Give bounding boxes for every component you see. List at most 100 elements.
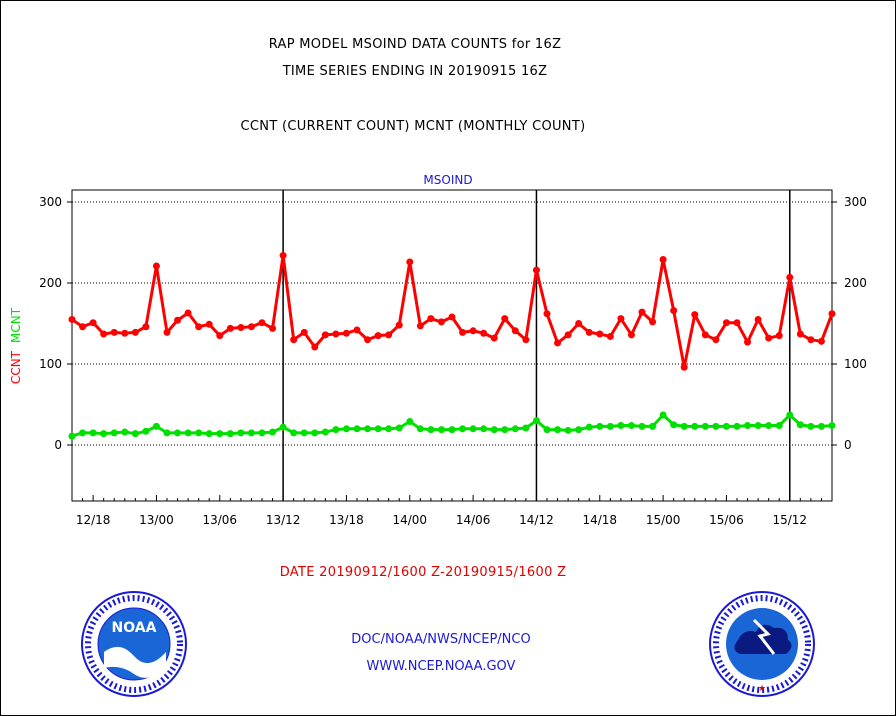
data-point-ccnt [142, 323, 150, 331]
data-point-mcnt [300, 429, 308, 437]
data-point-ccnt [269, 324, 277, 332]
data-point-ccnt [448, 313, 456, 321]
x-tick-label: 14/12 [519, 513, 554, 527]
data-point-mcnt [152, 422, 160, 430]
chart-title-line-1: RAP MODEL MSOIND DATA COUNTS for 16Z [268, 37, 562, 52]
url-link[interactable]: WWW.NCEP.NOAA.GOV [366, 659, 516, 674]
data-point-ccnt [216, 332, 224, 340]
data-point-mcnt [247, 429, 255, 437]
data-point-mcnt [627, 422, 635, 430]
data-point-mcnt [427, 426, 435, 434]
data-point-ccnt [575, 320, 583, 327]
data-point-mcnt [786, 411, 794, 419]
data-point-ccnt [110, 328, 118, 336]
y-axis-label-ccnt: CCNT [9, 350, 23, 384]
data-point-mcnt [258, 429, 266, 437]
data-point-mcnt [638, 422, 646, 430]
data-point-mcnt [712, 422, 720, 430]
data-point-mcnt [596, 422, 604, 430]
data-point-mcnt [311, 429, 319, 437]
data-point-mcnt [364, 425, 372, 433]
data-point-mcnt [406, 418, 414, 426]
data-point-mcnt [490, 426, 498, 434]
data-point-mcnt [321, 428, 329, 436]
data-point-mcnt [89, 429, 97, 437]
data-point-mcnt [437, 426, 445, 434]
data-point-ccnt [649, 318, 657, 326]
x-tick-label: 15/06 [709, 513, 744, 527]
data-point-ccnt [596, 330, 604, 338]
data-point-mcnt [585, 423, 593, 431]
data-point-mcnt [216, 430, 224, 438]
data-point-mcnt [110, 429, 118, 437]
data-point-ccnt [501, 315, 509, 323]
x-tick-label: 14/18 [582, 513, 617, 527]
data-point-ccnt [532, 266, 540, 274]
data-point-mcnt [332, 426, 340, 434]
x-tick-label: 13/06 [202, 513, 237, 527]
data-point-ccnt [68, 315, 76, 323]
data-point-mcnt [775, 422, 783, 430]
data-point-ccnt [701, 331, 709, 339]
data-point-mcnt [522, 424, 530, 432]
data-point-ccnt [184, 309, 192, 317]
data-point-mcnt [195, 429, 203, 437]
y-tick-label-left: 100 [39, 357, 62, 371]
data-point-mcnt [691, 422, 699, 430]
data-point-ccnt [437, 318, 445, 326]
data-point-mcnt [796, 421, 804, 429]
y-tick-label-left: 300 [39, 195, 62, 209]
data-point-mcnt [733, 422, 741, 430]
data-point-ccnt [585, 328, 593, 336]
data-point-ccnt [131, 328, 139, 336]
data-point-ccnt [680, 363, 688, 371]
data-point-mcnt [459, 425, 467, 433]
data-point-mcnt [817, 422, 825, 430]
data-point-mcnt [765, 422, 773, 430]
data-point-mcnt [617, 422, 625, 430]
data-point-ccnt [332, 330, 340, 338]
data-point-mcnt [501, 426, 509, 434]
x-tick-label: 15/12 [772, 513, 807, 527]
data-point-ccnt [416, 322, 424, 330]
data-point-ccnt [406, 258, 414, 266]
data-point-mcnt [754, 422, 762, 430]
data-point-mcnt [680, 422, 688, 430]
data-point-mcnt [511, 425, 519, 433]
data-point-mcnt [659, 411, 667, 419]
data-point-mcnt [237, 429, 245, 437]
x-tick-label: 13/12 [266, 513, 301, 527]
data-point-mcnt [226, 430, 234, 438]
data-point-mcnt [174, 429, 182, 437]
y-axis-label: CCNT MCNT [9, 307, 23, 384]
y-tick-label-left: 0 [54, 438, 62, 452]
data-point-mcnt [448, 426, 456, 434]
data-point-ccnt [290, 336, 298, 344]
data-point-mcnt [279, 423, 287, 431]
chart-title-line-2: TIME SERIES ENDING IN 20190915 16Z [282, 64, 548, 79]
data-point-ccnt [480, 329, 488, 337]
data-point-mcnt [269, 428, 277, 436]
data-point-ccnt [353, 326, 361, 334]
data-point-mcnt [575, 426, 583, 434]
data-point-ccnt [300, 328, 308, 336]
series-layer [68, 251, 836, 440]
x-tick-layer: 12/18 13/00 13/06 13/12 13/18 14/00 14/06 14/12… [71, 495, 833, 527]
data-point-mcnt [670, 421, 678, 429]
chart-subtitle: CCNT (CURRENT COUNT) MCNT (MONTHLY COUNT… [240, 119, 586, 134]
data-point-ccnt [807, 336, 815, 344]
data-point-ccnt [775, 332, 783, 340]
nws-logo: ★ [709, 591, 815, 697]
data-point-ccnt [554, 339, 562, 347]
y-tick-label-right: 200 [844, 276, 867, 290]
noaa-logo-text: NOAA [112, 620, 157, 636]
data-point-mcnt [649, 422, 657, 430]
data-point-mcnt [121, 428, 129, 436]
data-point-ccnt [395, 321, 403, 329]
data-point-ccnt [828, 310, 836, 318]
data-point-mcnt [353, 425, 361, 433]
svg-text:CCNTMCNT: CCNT MCNT [9, 307, 23, 384]
data-point-ccnt [237, 324, 245, 332]
data-point-ccnt [427, 315, 435, 323]
data-point-ccnt [374, 332, 382, 340]
